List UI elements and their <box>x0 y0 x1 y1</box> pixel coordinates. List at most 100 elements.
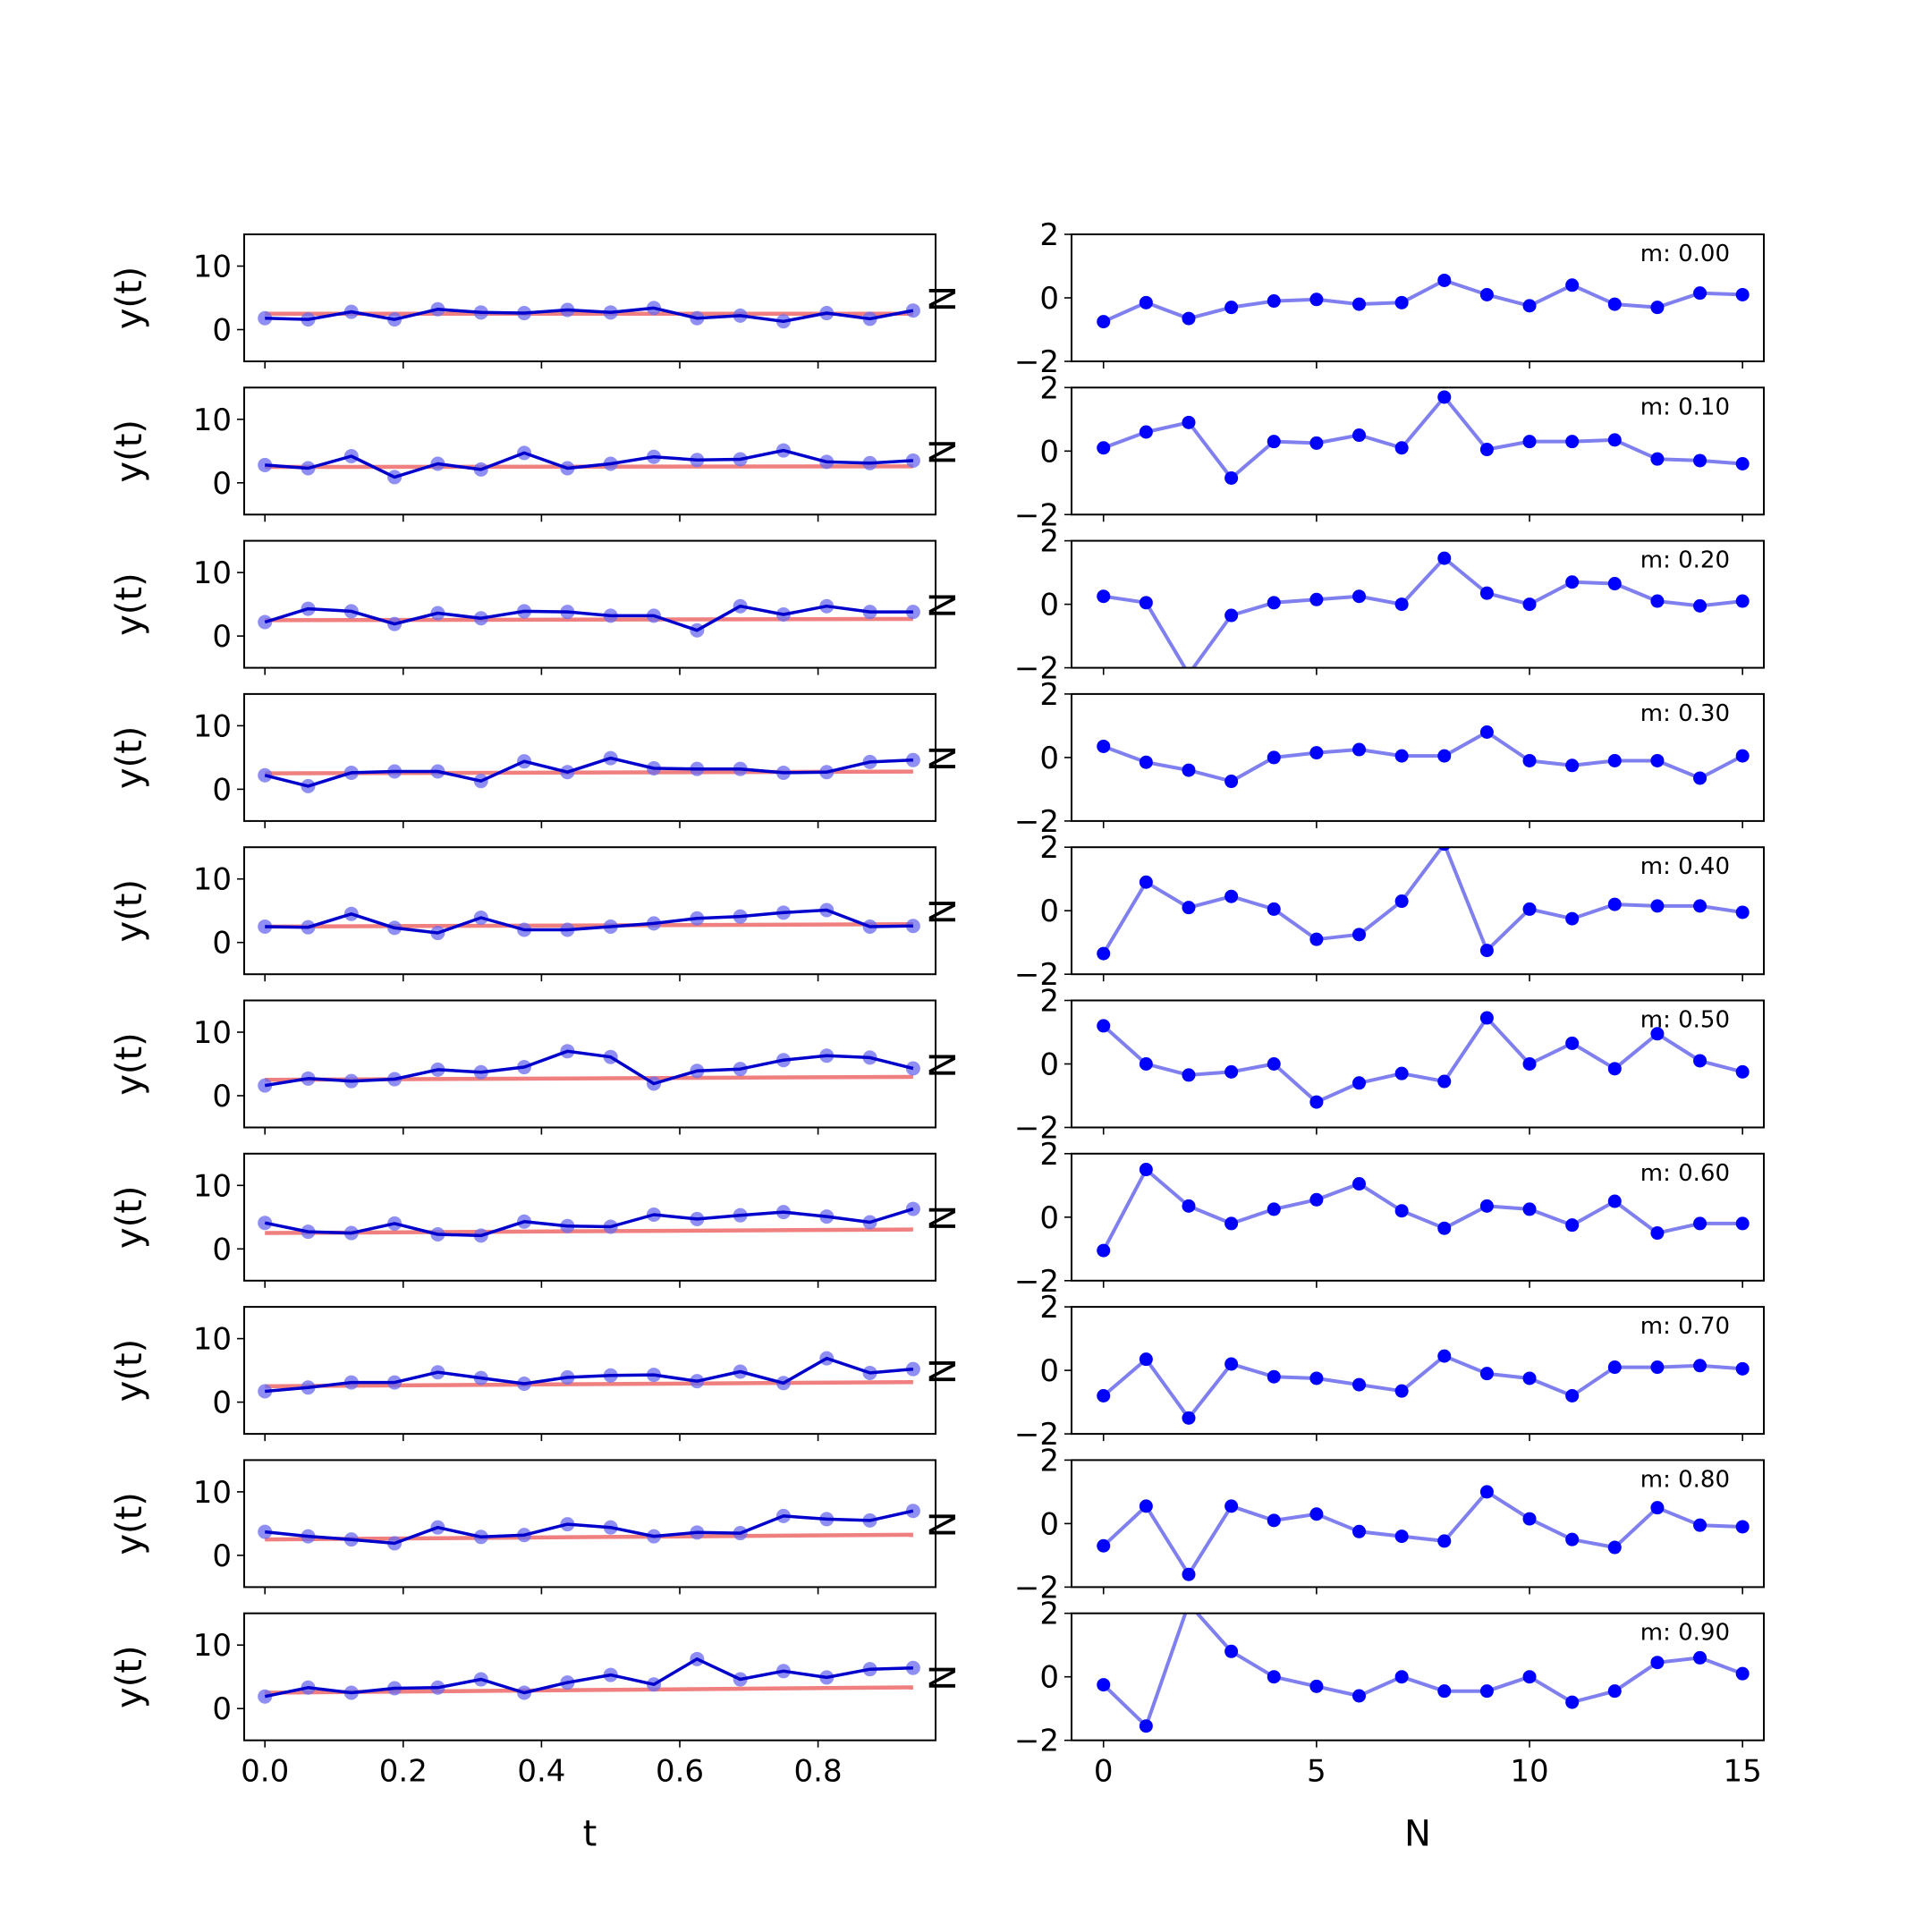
subplot-panel: −2 0 2 0 5 10 15 m: 0.90 <box>1014 1597 1765 1790</box>
y-tick-label: −2 <box>1014 1264 1059 1300</box>
plot-area <box>1097 390 1750 485</box>
x-tick-label: 5 <box>1307 1754 1326 1790</box>
residual-column: −2 0 2 m: 0.00 −2 0 2 m: 0.10 −2 0 2 m: 0.20 −2 0 2 m: … <box>1014 217 1765 1855</box>
panel-annotation: m: 0.50 <box>1640 1007 1730 1034</box>
y-tick-label: 10 <box>193 1475 232 1511</box>
axes-frame <box>1071 539 1765 669</box>
residual-point <box>1097 589 1111 604</box>
timeseries-column: 0 10 y(t) N 0 10 y(t) N 0 10 y(t) N 0 10 y(t) N 0 10 y(t) N… <box>109 233 964 1855</box>
panel-annotation: m: 0.70 <box>1640 1313 1730 1340</box>
plot-area <box>258 1351 920 1399</box>
partial-axis-glyph: N <box>923 745 964 772</box>
y-tick-label: 2 <box>1039 217 1059 253</box>
axes-frame <box>243 386 936 516</box>
data-point <box>258 1216 273 1231</box>
residual-point <box>1522 1512 1537 1526</box>
residual-point <box>1650 594 1665 608</box>
y-tick-label: 10 <box>193 402 232 438</box>
partial-axis-glyph: N <box>923 438 964 465</box>
residual-point <box>1693 598 1707 613</box>
subplot-panel: −2 0 2 m: 0.70 <box>1014 1290 1765 1453</box>
data-point <box>258 1689 273 1704</box>
residual-point <box>1650 899 1665 913</box>
residual-point <box>1182 1411 1196 1425</box>
residual-point <box>1735 457 1750 470</box>
plot-area <box>1097 1485 1750 1581</box>
residual-point <box>1565 1532 1580 1546</box>
residual-point <box>1437 1534 1452 1548</box>
subplot-panel: −2 0 2 m: 0.00 <box>1014 217 1765 380</box>
residual-point <box>1352 1377 1367 1392</box>
residual-point <box>1097 1389 1111 1402</box>
data-point <box>258 310 273 326</box>
residual-point <box>1309 746 1324 760</box>
data-point <box>258 1524 273 1539</box>
residual-point <box>1650 1360 1665 1375</box>
residual-point <box>1394 1204 1409 1218</box>
data-point <box>258 919 273 934</box>
y-axis-label: y(t) <box>109 1645 150 1708</box>
y-tick-label: 10 <box>193 555 232 591</box>
residual-point <box>1097 315 1111 329</box>
residual-point <box>1735 749 1750 763</box>
residual-point <box>1607 297 1622 311</box>
residual-point <box>1437 390 1452 404</box>
residual-point <box>1479 1367 1494 1381</box>
data-point <box>258 767 273 783</box>
residual-point <box>1522 435 1537 449</box>
series-line <box>264 756 913 788</box>
panel-annotation: m: 0.30 <box>1640 700 1730 727</box>
residual-point <box>1309 592 1324 606</box>
y-tick-label: 0 <box>212 619 232 655</box>
partial-axis-glyph: N <box>923 1511 964 1538</box>
residual-point <box>1437 1349 1452 1363</box>
subplot-panel: 0 10 y(t) N <box>109 386 964 522</box>
y-tick-label: 10 <box>193 1628 232 1664</box>
residual-point <box>1267 294 1281 309</box>
residual-point <box>1735 1361 1750 1376</box>
residual-point <box>1352 589 1367 604</box>
residual-point <box>1224 1499 1239 1513</box>
residual-point <box>1394 1530 1409 1544</box>
residual-line <box>1103 556 1743 668</box>
residual-point <box>1097 1243 1111 1258</box>
y-tick-label: 2 <box>1039 1137 1059 1173</box>
residual-point <box>1479 1011 1494 1025</box>
panel-annotation: m: 0.80 <box>1640 1466 1730 1493</box>
y-tick-label: −2 <box>1014 1111 1059 1147</box>
residual-point <box>1522 299 1537 313</box>
residual-point <box>1139 1352 1153 1367</box>
residual-point <box>1693 286 1707 301</box>
axes-frame <box>1071 692 1765 822</box>
residual-point <box>1224 1644 1239 1658</box>
plot-area <box>1097 1011 1750 1109</box>
data-point <box>258 614 273 630</box>
residual-point <box>1522 753 1537 767</box>
residual-point <box>1650 1027 1665 1041</box>
y-tick-label: 2 <box>1039 370 1059 406</box>
residual-point <box>1735 1216 1750 1231</box>
y-tick-label: 2 <box>1039 524 1059 560</box>
series-line <box>264 1207 914 1238</box>
residual-point <box>1097 1019 1111 1033</box>
residual-point <box>1182 311 1196 326</box>
residual-point <box>1097 739 1111 753</box>
y-tick-label: 0 <box>1039 281 1059 317</box>
residual-point <box>1394 894 1409 909</box>
plot-area <box>258 1651 920 1704</box>
partial-axis-glyph: N <box>923 1205 964 1232</box>
residual-line <box>1102 1489 1743 1577</box>
residual-point <box>1352 1177 1367 1191</box>
y-tick-label: 0 <box>212 1079 232 1114</box>
axes-frame <box>243 233 936 362</box>
residual-point <box>1182 763 1196 777</box>
x-tick-label: 0.0 <box>241 1754 289 1790</box>
residual-point <box>1097 946 1111 961</box>
axes-frame <box>243 1459 936 1589</box>
axes-frame <box>243 539 936 669</box>
residual-point <box>1693 1216 1707 1231</box>
residual-point <box>1139 295 1153 309</box>
residual-point <box>1224 470 1239 485</box>
residual-point <box>1607 1194 1622 1208</box>
